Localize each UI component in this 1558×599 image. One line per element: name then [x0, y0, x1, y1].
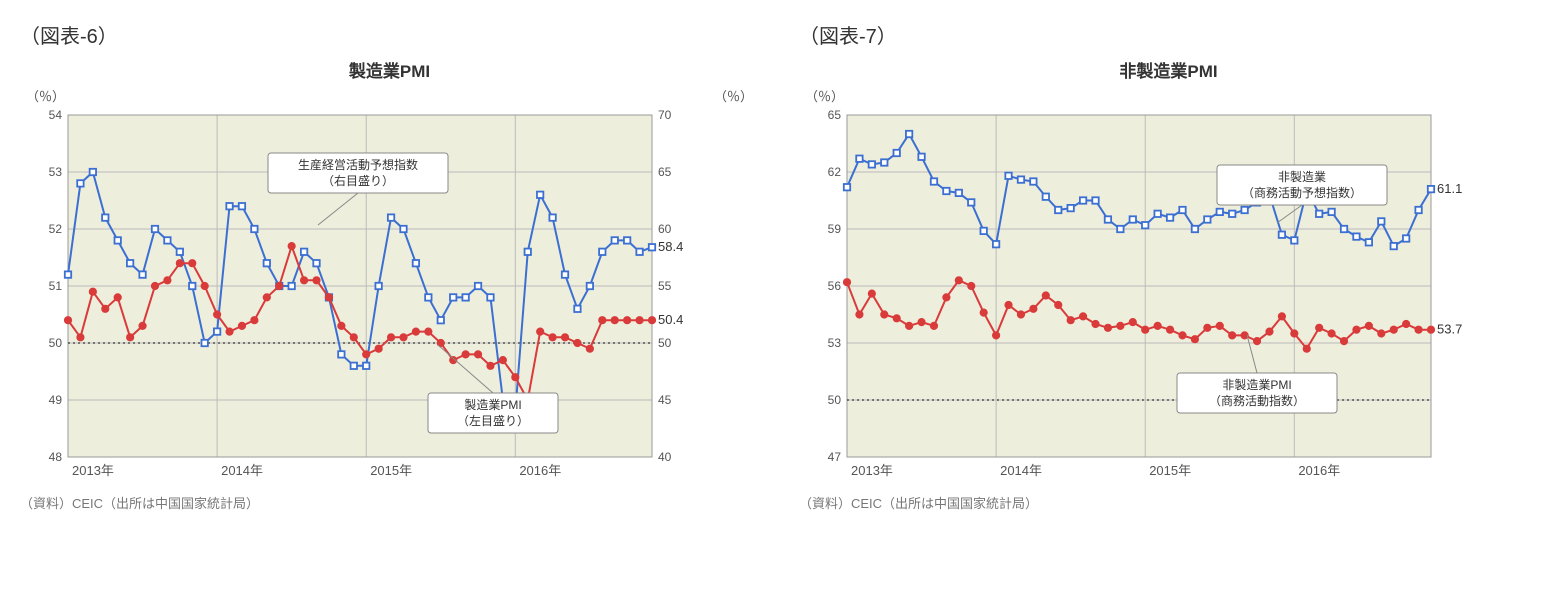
svg-text:50: 50: [49, 336, 63, 350]
y-unit-left-r: （％）: [714, 86, 753, 105]
y-unit-right-l: （％）: [805, 86, 844, 105]
svg-text:（商務活動指数）: （商務活動指数）: [1209, 393, 1305, 408]
svg-text:65: 65: [658, 165, 672, 179]
svg-text:58.4: 58.4: [658, 239, 683, 254]
svg-text:（左目盛り）: （左目盛り）: [457, 413, 529, 428]
fig-label-7: （図表-7）: [799, 20, 1538, 49]
svg-text:55: 55: [658, 279, 672, 293]
svg-text:40: 40: [658, 450, 672, 464]
axis-units-right: （％）: [799, 86, 1538, 107]
svg-text:2016年: 2016年: [1298, 463, 1340, 478]
svg-text:2015年: 2015年: [370, 463, 412, 478]
svg-text:51: 51: [49, 279, 63, 293]
svg-text:2013年: 2013年: [72, 463, 114, 478]
page: （図表-6） 製造業PMI （％） （％） 48 49 50 51 52 53 54 40 45…: [20, 20, 1538, 512]
svg-text:61.1: 61.1: [1437, 181, 1462, 196]
svg-text:59: 59: [828, 222, 842, 236]
svg-text:54: 54: [49, 108, 63, 122]
svg-text:60: 60: [658, 222, 672, 236]
chart-svg-left: 48 49 50 51 52 53 54 40 45 50 55 60 65 70 2013年 2014年 20…: [20, 107, 700, 487]
svg-text:製造業PMI: 製造業PMI: [464, 398, 521, 412]
chart-title-right: 非製造業PMI: [799, 57, 1538, 82]
svg-text:52: 52: [49, 222, 63, 236]
svg-text:非製造業: 非製造業: [1278, 170, 1326, 184]
chart-left: 48 49 50 51 52 53 54 40 45 50 55 60 65 70 2013年 2014年 20…: [20, 107, 759, 487]
svg-text:（商務活動予想指数）: （商務活動予想指数）: [1242, 185, 1362, 200]
svg-text:62: 62: [828, 165, 842, 179]
svg-text:2014年: 2014年: [221, 463, 263, 478]
svg-text:47: 47: [828, 450, 842, 464]
svg-text:70: 70: [658, 108, 672, 122]
svg-text:53.7: 53.7: [1437, 322, 1462, 337]
svg-text:2013年: 2013年: [851, 463, 893, 478]
axis-units-left: （％） （％）: [20, 86, 759, 107]
svg-text:50.4: 50.4: [658, 312, 683, 327]
chart-title-left: 製造業PMI: [20, 57, 759, 82]
svg-text:2016年: 2016年: [519, 463, 561, 478]
svg-text:49: 49: [49, 393, 63, 407]
svg-text:（右目盛り）: （右目盛り）: [322, 173, 394, 188]
chart-svg-right: 47 50 53 56 59 62 65 2013年 2014年 2015年 2016年 61.1 53…: [799, 107, 1479, 487]
svg-text:56: 56: [828, 279, 842, 293]
svg-text:48: 48: [49, 450, 63, 464]
svg-text:50: 50: [658, 336, 672, 350]
svg-text:53: 53: [49, 165, 63, 179]
panel-left: （図表-6） 製造業PMI （％） （％） 48 49 50 51 52 53 54 40 45…: [20, 20, 759, 512]
svg-text:65: 65: [828, 108, 842, 122]
svg-text:2015年: 2015年: [1149, 463, 1191, 478]
y-unit-left-l: （％）: [26, 86, 65, 105]
svg-text:50: 50: [828, 393, 842, 407]
svg-text:非製造業PMI: 非製造業PMI: [1222, 378, 1291, 392]
source-left: （資料）CEIC（出所は中国国家統計局）: [20, 493, 759, 512]
chart-right: 47 50 53 56 59 62 65 2013年 2014年 2015年 2016年 61.1 53…: [799, 107, 1538, 487]
svg-text:53: 53: [828, 336, 842, 350]
svg-text:2014年: 2014年: [1000, 463, 1042, 478]
panel-right: （図表-7） 非製造業PMI （％） 47 50 53 56 59 62 65 2013年 20…: [799, 20, 1538, 512]
svg-text:45: 45: [658, 393, 672, 407]
svg-text:生産経営活動予想指数: 生産経営活動予想指数: [298, 157, 418, 172]
source-right: （資料）CEIC（出所は中国国家統計局）: [799, 493, 1538, 512]
fig-label-6: （図表-6）: [20, 20, 759, 49]
